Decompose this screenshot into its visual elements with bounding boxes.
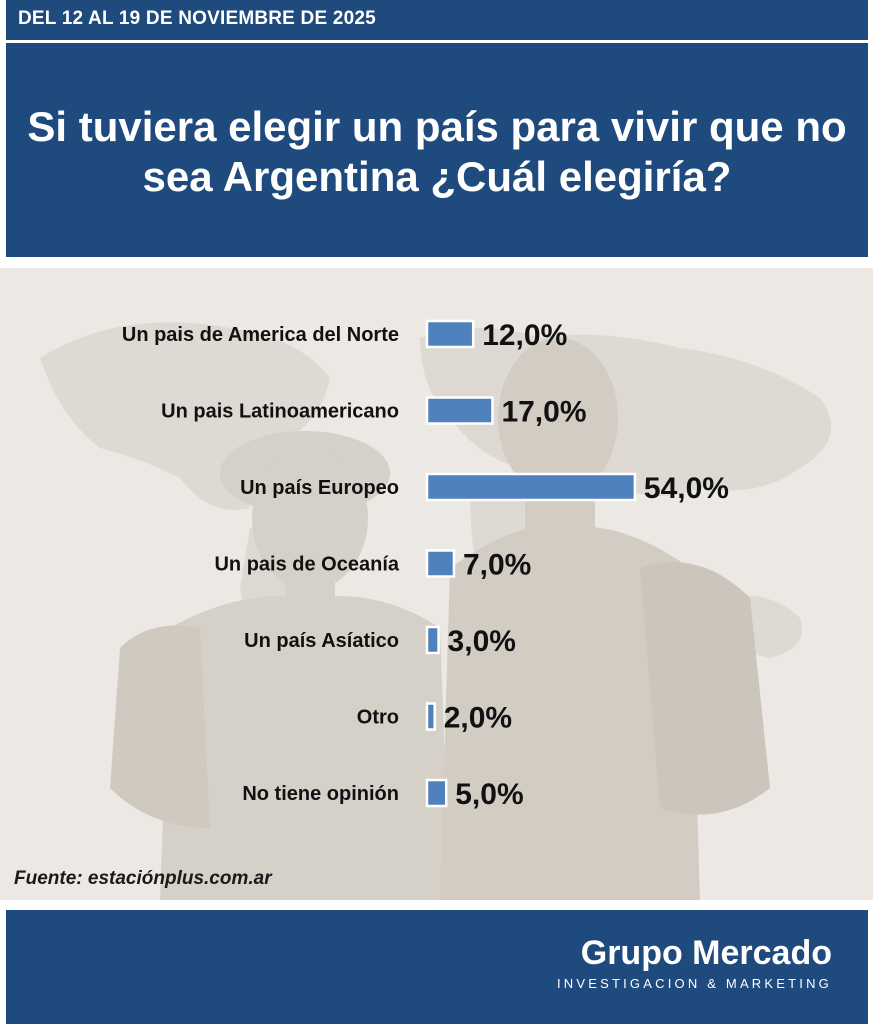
source-note: Fuente: estaciónplus.com.ar xyxy=(14,868,272,889)
bar xyxy=(425,625,440,655)
bar xyxy=(425,319,475,349)
value-label: 3,0% xyxy=(448,625,516,658)
category-label: Un pais Latinoamericano xyxy=(161,401,399,423)
bars-layer: Un pais de America del Norte 12,0% Un pais… xyxy=(122,319,729,811)
bar xyxy=(425,549,456,578)
title-panel: Si tuviera elegir un país para vivir que… xyxy=(6,43,868,257)
bar xyxy=(425,702,436,731)
value-label: 54,0% xyxy=(644,472,729,505)
value-label: 12,0% xyxy=(482,319,567,352)
category-label: Un pais de Oceanía xyxy=(214,554,399,576)
brand-tagline: INVESTIGACION & MARKETING xyxy=(556,976,832,991)
chart-area: Un pais de America del Norte 12,0% Un pais… xyxy=(0,268,873,900)
category-label: Un país Asíatico xyxy=(244,630,399,652)
category-label: No tiene opinión xyxy=(242,783,399,805)
bar-chart: Un pais de America del Norte 12,0% Un pais… xyxy=(122,319,729,811)
value-label: 5,0% xyxy=(455,778,523,811)
bar xyxy=(425,778,448,808)
value-label: 7,0% xyxy=(463,549,531,582)
category-label: Un pais de America del Norte xyxy=(122,324,399,346)
background-illustration xyxy=(40,322,832,900)
question-title: Si tuviera elegir un país para vivir que… xyxy=(27,103,847,200)
date-range: DEL 12 AL 19 DE NOVIEMBRE DE 2025 xyxy=(18,8,376,29)
bar xyxy=(425,396,494,425)
date-banner: DEL 12 AL 19 DE NOVIEMBRE DE 2025 xyxy=(6,0,868,40)
value-label: 17,0% xyxy=(501,396,586,429)
bar xyxy=(425,472,637,502)
brand-name: Grupo Mercado xyxy=(580,934,832,972)
category-label: Otro xyxy=(357,707,399,729)
value-label: 2,0% xyxy=(444,702,512,735)
footer-banner: Grupo Mercado INVESTIGACION & MARKETING xyxy=(6,910,868,1024)
category-label: Un país Europeo xyxy=(240,477,399,499)
